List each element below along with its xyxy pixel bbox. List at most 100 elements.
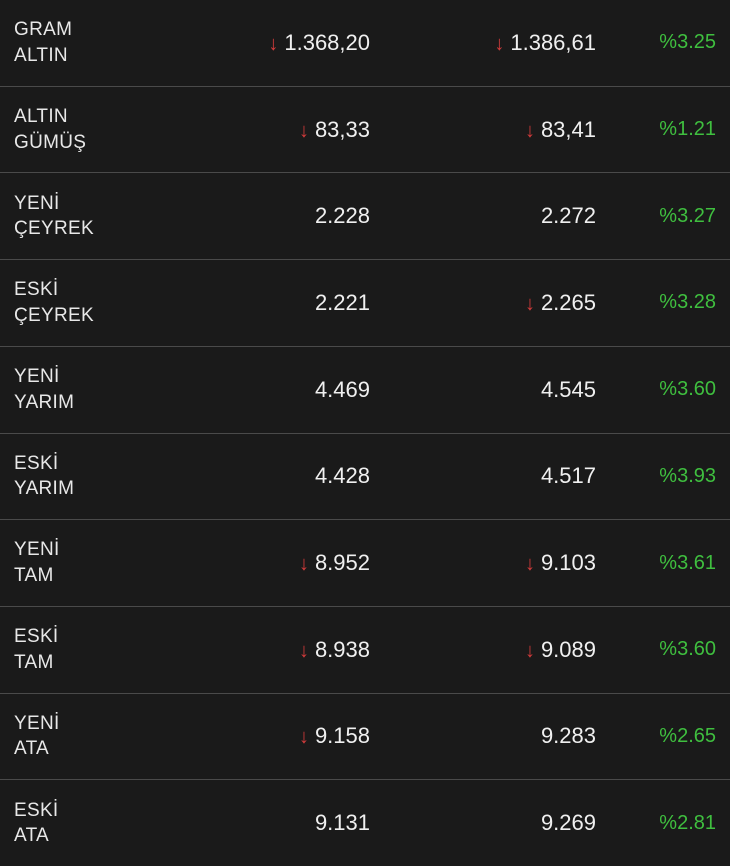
buy-price-value: 9.131 xyxy=(315,810,370,836)
instrument-name: ESKİATA xyxy=(14,798,154,849)
sell-price: 9.269 xyxy=(380,810,606,836)
instrument-name: ESKİYARIM xyxy=(14,451,154,502)
instrument-name-line2: GÜMÜŞ xyxy=(14,130,154,156)
percent-change: %1.21 xyxy=(606,118,716,141)
instrument-name-line2: TAM xyxy=(14,563,154,589)
instrument-name-line2: ATA xyxy=(14,736,154,762)
sell-price-value: 1.386,61 xyxy=(510,30,596,56)
instrument-name-line2: YARIM xyxy=(14,476,154,502)
instrument-name-line2: ALTIN xyxy=(14,43,154,69)
sell-price-value: 2.265 xyxy=(541,290,596,316)
table-row[interactable]: YENİYARIM 4.469 4.545 %3.60 xyxy=(0,347,730,434)
instrument-name-line1: YENİ xyxy=(14,191,154,217)
buy-price-value: 4.428 xyxy=(315,463,370,489)
table-row[interactable]: YENİÇEYREK2.2282.272%3.27 xyxy=(0,173,730,260)
instrument-name-line1: ESKİ xyxy=(14,277,154,303)
instrument-name-line2: ÇEYREK xyxy=(14,303,154,329)
instrument-name-line1: YENİ xyxy=(14,364,154,390)
buy-price: ↓ 8.938 xyxy=(154,637,380,663)
instrument-name: ALTINGÜMÜŞ xyxy=(14,104,154,155)
instrument-name: GRAMALTIN xyxy=(14,17,154,68)
arrow-down-icon: ↓ xyxy=(525,294,535,314)
arrow-down-icon: ↓ xyxy=(525,641,535,661)
buy-price-value: 8.952 xyxy=(315,550,370,576)
sell-price-value: 4.517 xyxy=(541,463,596,489)
percent-change: %3.93 xyxy=(606,465,716,488)
table-row[interactable]: ESKİATA 9.131 9.269 %2.81 xyxy=(0,780,730,866)
buy-price-value: 9.158 xyxy=(315,723,370,749)
sell-price: 2.272 xyxy=(380,203,606,229)
instrument-name: YENİTAM xyxy=(14,537,154,588)
buy-price-value: 4.469 xyxy=(315,377,370,403)
sell-price-value: 83,41 xyxy=(541,117,596,143)
instrument-name-line2: ÇEYREK xyxy=(14,216,154,242)
buy-price: ↓ 83,33 xyxy=(154,117,380,143)
arrow-down-icon: ↓ xyxy=(299,554,309,574)
arrow-down-icon: ↓ xyxy=(525,554,535,574)
instrument-name: YENİYARIM xyxy=(14,364,154,415)
percent-change: %3.28 xyxy=(606,291,716,314)
sell-price: 9.283 xyxy=(380,723,606,749)
sell-price: 4.517 xyxy=(380,463,606,489)
buy-price-value: 2.221 xyxy=(315,290,370,316)
sell-price-value: 9.103 xyxy=(541,550,596,576)
buy-price: 4.428 xyxy=(154,463,380,489)
instrument-name-line2: ATA xyxy=(14,823,154,849)
arrow-down-icon: ↓ xyxy=(299,727,309,747)
percent-change: %3.25 xyxy=(606,31,716,54)
sell-price-value: 9.089 xyxy=(541,637,596,663)
gold-price-table: GRAMALTIN↓1.368,20↓1.386,61%3.25ALTINGÜM… xyxy=(0,0,730,866)
arrow-down-icon: ↓ xyxy=(299,121,309,141)
buy-price: 2.221 xyxy=(154,290,380,316)
sell-price: ↓ 1.386,61 xyxy=(380,30,606,56)
buy-price: ↓ 8.952 xyxy=(154,550,380,576)
arrow-down-icon: ↓ xyxy=(494,34,504,54)
sell-price-value: 2.272 xyxy=(541,203,596,229)
percent-change: %2.65 xyxy=(606,725,716,748)
sell-price: ↓ 83,41 xyxy=(380,117,606,143)
buy-price-value: 1.368,20 xyxy=(284,30,370,56)
buy-price-value: 83,33 xyxy=(315,117,370,143)
buy-price-value: 2.228 xyxy=(315,203,370,229)
percent-change: %3.60 xyxy=(606,638,716,661)
sell-price-value: 9.269 xyxy=(541,810,596,836)
instrument-name-line2: TAM xyxy=(14,650,154,676)
instrument-name-line1: ESKİ xyxy=(14,451,154,477)
sell-price: ↓ 2.265 xyxy=(380,290,606,316)
arrow-down-icon: ↓ xyxy=(268,34,278,54)
percent-change: %3.60 xyxy=(606,378,716,401)
instrument-name-line1: ALTIN xyxy=(14,104,154,130)
table-row[interactable]: GRAMALTIN ↓ 1.368,20 ↓ 1.386,61 %3.25 xyxy=(0,0,730,87)
buy-price: 4.469 xyxy=(154,377,380,403)
instrument-name: YENİATA xyxy=(14,711,154,762)
sell-price: ↓ 9.103 xyxy=(380,550,606,576)
buy-price: ↓ 9.158 xyxy=(154,723,380,749)
sell-price: 4.545 xyxy=(380,377,606,403)
buy-price: 2.228 xyxy=(154,203,380,229)
instrument-name: ESKİTAM xyxy=(14,624,154,675)
instrument-name: YENİÇEYREK xyxy=(14,191,154,242)
buy-price-value: 8.938 xyxy=(315,637,370,663)
instrument-name-line1: ESKİ xyxy=(14,624,154,650)
arrow-down-icon: ↓ xyxy=(299,641,309,661)
instrument-name-line2: YARIM xyxy=(14,390,154,416)
percent-change: %3.61 xyxy=(606,552,716,575)
sell-price-value: 9.283 xyxy=(541,723,596,749)
buy-price: 9.131 xyxy=(154,810,380,836)
sell-price-value: 4.545 xyxy=(541,377,596,403)
instrument-name-line1: YENİ xyxy=(14,711,154,737)
table-row[interactable]: ESKİÇEYREK 2.221 ↓ 2.265 %3.28 xyxy=(0,260,730,347)
instrument-name-line1: YENİ xyxy=(14,537,154,563)
table-row[interactable]: ESKİTAM ↓ 8.938 ↓ 9.089 %3.60 xyxy=(0,607,730,694)
percent-change: %2.81 xyxy=(606,812,716,835)
table-row[interactable]: ALTINGÜMÜŞ ↓ 83,33 ↓ 83,41 %1.21 xyxy=(0,87,730,174)
instrument-name: ESKİÇEYREK xyxy=(14,277,154,328)
buy-price: ↓ 1.368,20 xyxy=(154,30,380,56)
table-row[interactable]: ESKİYARIM 4.428 4.517 %3.93 xyxy=(0,434,730,521)
instrument-name-line1: ESKİ xyxy=(14,798,154,824)
table-row[interactable]: YENİTAM ↓ 8.952 ↓ 9.103 %3.61 xyxy=(0,520,730,607)
table-row[interactable]: YENİATA ↓ 9.158 9.283 %2.65 xyxy=(0,694,730,781)
arrow-down-icon: ↓ xyxy=(525,121,535,141)
instrument-name-line1: GRAM xyxy=(14,17,154,43)
sell-price: ↓ 9.089 xyxy=(380,637,606,663)
